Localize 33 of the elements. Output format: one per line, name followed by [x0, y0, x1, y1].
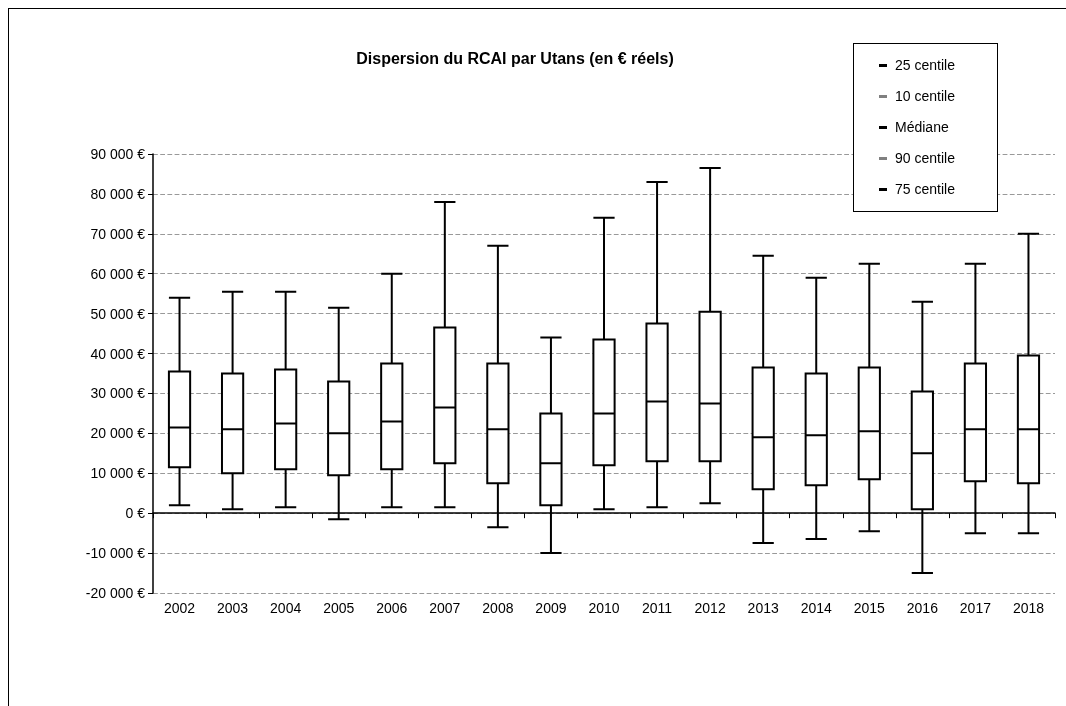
x-tick-label: 2011: [642, 600, 673, 616]
x-tick-label: 2015: [853, 600, 886, 616]
y-tick-label: -10 000 €: [85, 545, 146, 562]
x-tick-label: 2007: [429, 600, 461, 616]
x-tick-label: 2016: [906, 600, 939, 616]
y-tick-label: 50 000 €: [90, 305, 146, 322]
x-tick-label: 2003: [217, 600, 249, 616]
x-tick-label: 2017: [959, 600, 992, 616]
x-tick-label: 2012: [694, 600, 726, 616]
y-tick-label: 20 000 €: [90, 425, 146, 442]
y-tick-label: 60 000 €: [90, 265, 146, 282]
y-tick-label: 80 000 €: [90, 185, 146, 202]
y-tick-label: 40 000 €: [90, 345, 146, 362]
y-tick-label: 70 000 €: [90, 225, 146, 242]
x-tick-label: 2013: [747, 600, 779, 616]
x-tick-label: 2008: [482, 600, 514, 616]
x-tick-label: 2009: [535, 600, 567, 616]
y-tick-label: -20 000 €: [85, 585, 146, 601]
x-tick-label: 2006: [376, 600, 408, 616]
x-tick-label: 2002: [163, 600, 196, 616]
x-tick-label: 2014: [800, 600, 833, 616]
x-tick-label: 2005: [323, 600, 355, 616]
chart-title: Dispersion du RCAI par Utans (en € réels): [356, 49, 674, 67]
annotation: 90 centile: [895, 149, 955, 168]
y-tick-label: 10 000 €: [90, 465, 146, 482]
x-tick-label: 2018: [1012, 600, 1045, 616]
x-tick-label: 2004: [270, 600, 302, 616]
y-tick-label: 0 €: [125, 505, 146, 522]
y-tick-label: 30 000 €: [90, 385, 146, 402]
annotation: 75 centile: [895, 180, 955, 199]
x-tick-label: 2010: [588, 600, 620, 616]
legend-panel: 25 centile 10 centile Médiane 90 centile 75 centile: [853, 43, 998, 212]
y-tick-label: 90 000 €: [90, 146, 146, 162]
